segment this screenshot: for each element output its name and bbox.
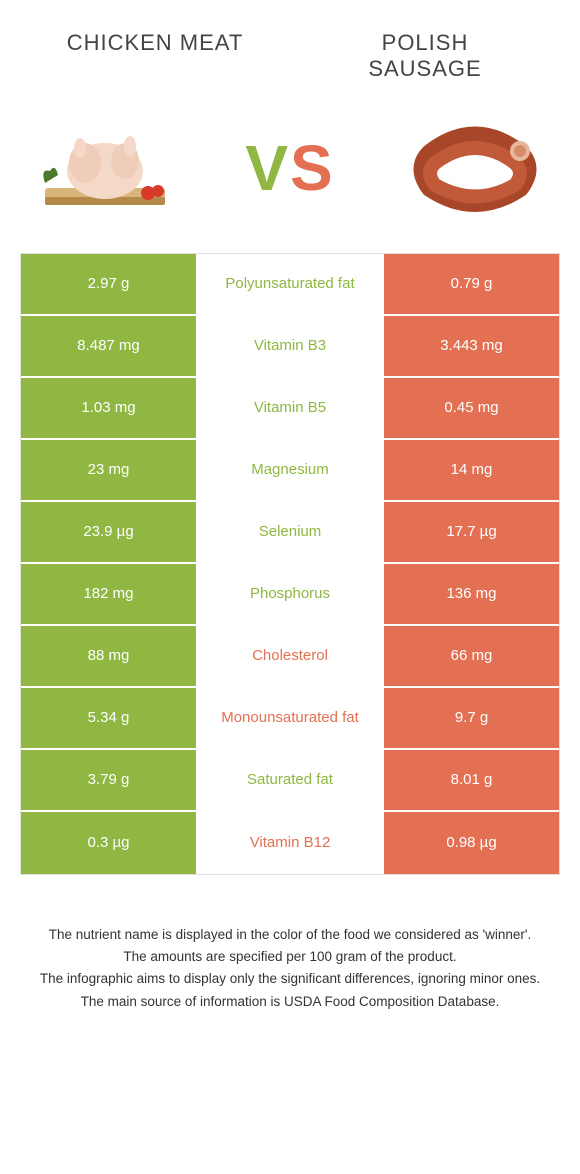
table-row: 0.3 µgVitamin B120.98 µg: [21, 812, 559, 874]
images-row: VS: [0, 93, 580, 253]
chicken-image: [30, 113, 180, 223]
footnote-line: The amounts are specified per 100 gram o…: [30, 947, 550, 967]
left-value: 0.3 µg: [21, 812, 196, 874]
vs-label: VS: [245, 131, 334, 205]
nutrient-label: Cholesterol: [196, 626, 384, 686]
nutrient-label: Selenium: [196, 502, 384, 562]
header: CHICKEN MEAT POLISH SAUSAGE: [0, 0, 580, 93]
table-row: 1.03 mgVitamin B50.45 mg: [21, 378, 559, 440]
nutrient-label: Vitamin B5: [196, 378, 384, 438]
right-value: 14 mg: [384, 440, 559, 500]
left-value: 23 mg: [21, 440, 196, 500]
table-row: 23.9 µgSelenium17.7 µg: [21, 502, 559, 564]
left-value: 182 mg: [21, 564, 196, 624]
sausage-image: [400, 113, 550, 223]
nutrient-label: Phosphorus: [196, 564, 384, 624]
nutrient-label: Magnesium: [196, 440, 384, 500]
table-row: 23 mgMagnesium14 mg: [21, 440, 559, 502]
footnotes: The nutrient name is displayed in the co…: [0, 875, 580, 1034]
footnote-line: The main source of information is USDA F…: [30, 992, 550, 1012]
footnote-line: The infographic aims to display only the…: [30, 969, 550, 989]
right-title: POLISH SAUSAGE: [325, 30, 525, 83]
nutrient-label: Polyunsaturated fat: [196, 254, 384, 314]
table-row: 88 mgCholesterol66 mg: [21, 626, 559, 688]
vs-v: V: [245, 132, 290, 204]
right-value: 9.7 g: [384, 688, 559, 748]
right-value: 0.79 g: [384, 254, 559, 314]
left-value: 2.97 g: [21, 254, 196, 314]
left-title: CHICKEN MEAT: [55, 30, 255, 83]
right-value: 8.01 g: [384, 750, 559, 810]
left-value: 1.03 mg: [21, 378, 196, 438]
right-value: 0.98 µg: [384, 812, 559, 874]
nutrient-label: Saturated fat: [196, 750, 384, 810]
table-row: 8.487 mgVitamin B33.443 mg: [21, 316, 559, 378]
table-row: 2.97 gPolyunsaturated fat0.79 g: [21, 254, 559, 316]
table-row: 3.79 gSaturated fat8.01 g: [21, 750, 559, 812]
left-value: 5.34 g: [21, 688, 196, 748]
right-value: 0.45 mg: [384, 378, 559, 438]
left-value: 8.487 mg: [21, 316, 196, 376]
nutrient-table: 2.97 gPolyunsaturated fat0.79 g8.487 mgV…: [20, 253, 560, 875]
vs-s: S: [290, 132, 335, 204]
left-value: 3.79 g: [21, 750, 196, 810]
left-value: 88 mg: [21, 626, 196, 686]
left-value: 23.9 µg: [21, 502, 196, 562]
nutrient-label: Monounsaturated fat: [196, 688, 384, 748]
right-value: 136 mg: [384, 564, 559, 624]
table-row: 5.34 gMonounsaturated fat9.7 g: [21, 688, 559, 750]
right-value: 66 mg: [384, 626, 559, 686]
nutrient-label: Vitamin B3: [196, 316, 384, 376]
nutrient-label: Vitamin B12: [196, 812, 384, 874]
footnote-line: The nutrient name is displayed in the co…: [30, 925, 550, 945]
table-row: 182 mgPhosphorus136 mg: [21, 564, 559, 626]
right-value: 3.443 mg: [384, 316, 559, 376]
right-value: 17.7 µg: [384, 502, 559, 562]
